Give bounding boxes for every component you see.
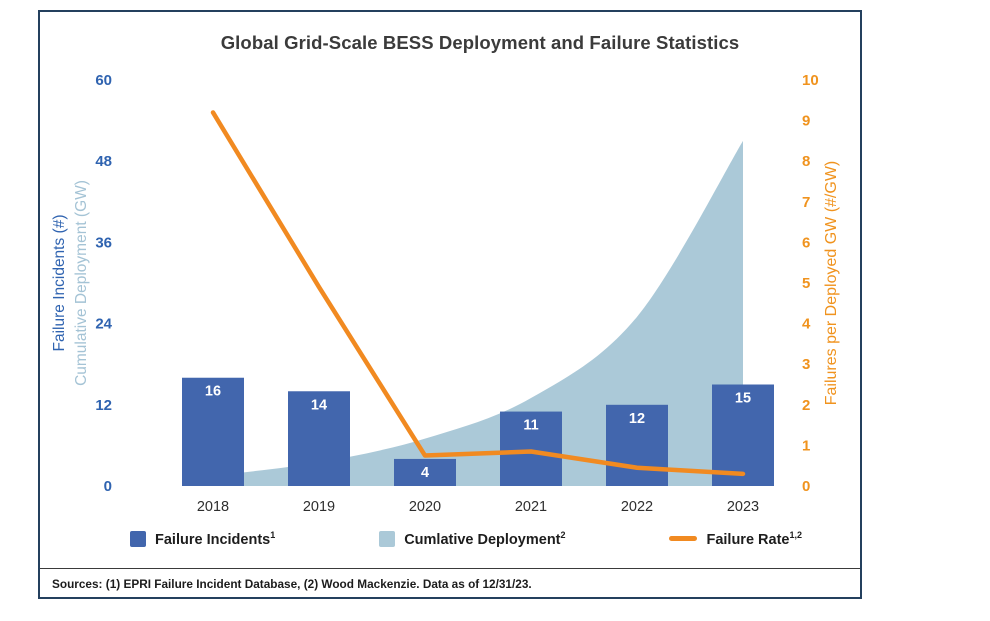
legend-marker-swatch xyxy=(130,530,146,547)
legend: Failure Incidents1 Cumlative Deployment2 F… xyxy=(40,530,860,548)
line-series-failure-rate xyxy=(210,110,746,477)
left-tick-label: 60 xyxy=(95,72,112,89)
bar-2023 xyxy=(712,384,774,486)
bar-series-failure-incidents: 16 14 4 11 12 15 xyxy=(182,377,774,486)
right-tick-label: 2 xyxy=(802,397,810,414)
left-tick-label: 0 xyxy=(104,478,112,495)
left-tick-label: 24 xyxy=(95,316,112,333)
right-axis-ticks: 0 1 2 3 4 5 6 7 8 9 10 xyxy=(802,72,819,495)
right-tick-label: 9 xyxy=(802,113,810,130)
left-axis-title-1: Cumulative Deployment (GW) xyxy=(73,180,90,386)
x-tick-label-2023: 2023 xyxy=(727,499,759,515)
legend-label: Failure Incidents1 xyxy=(155,530,276,548)
left-tick-label: 48 xyxy=(95,153,112,170)
legend-marker-swatch xyxy=(379,530,396,547)
bar-value-label: 14 xyxy=(311,397,327,413)
left-axis-title-0: Failure Incidents (#) xyxy=(51,215,68,352)
chart-title: Global Grid-Scale BESS Deployment and Fa… xyxy=(220,32,740,53)
right-tick-label: 5 xyxy=(802,275,810,292)
right-tick-label: 1 xyxy=(802,437,810,454)
right-tick-label: 7 xyxy=(802,194,810,211)
right-axis-title: Failures per Deployed GW (#/GW) xyxy=(823,161,840,406)
legend-label: Failure Rate1,2 xyxy=(706,530,802,548)
legend-marker-line xyxy=(669,536,698,542)
right-tick-label: 6 xyxy=(802,234,810,251)
chart-panel: Global Grid-Scale BESS Deployment and Fa… xyxy=(38,10,862,599)
bar-value-label: 15 xyxy=(735,391,751,407)
left-tick-label: 36 xyxy=(95,234,112,251)
left-axis-ticks: 0 12 24 36 48 60 xyxy=(95,72,112,495)
legend-label: Cumlative Deployment2 xyxy=(404,530,566,548)
x-tick-label-2021: 2021 xyxy=(515,499,547,515)
bar-2019 xyxy=(288,391,350,486)
bar-2021 xyxy=(500,411,562,486)
footer-divider xyxy=(40,568,860,569)
bar-value-label: 12 xyxy=(629,411,645,427)
legend-item-0: Failure Incidents1 xyxy=(130,530,275,548)
bar-2022 xyxy=(606,404,668,486)
x-tick-label-2020: 2020 xyxy=(409,499,441,515)
legend-item-2: Failure Rate1,2 xyxy=(669,530,802,548)
right-tick-label: 3 xyxy=(802,356,810,373)
left-tick-label: 12 xyxy=(95,397,112,414)
right-tick-label: 4 xyxy=(802,316,811,333)
right-tick-label: 10 xyxy=(802,72,819,89)
x-tick-label-2019: 2019 xyxy=(303,499,335,515)
bar-value-label: 16 xyxy=(205,384,221,400)
bar-2018 xyxy=(182,377,244,486)
bar-value-label: 4 xyxy=(421,465,429,481)
bar-2020 xyxy=(394,458,456,486)
right-tick-label: 0 xyxy=(802,478,810,495)
legend-item-1: Cumlative Deployment2 xyxy=(379,530,566,548)
x-axis-ticks: 2018 2019 2020 2021 2022 2023 xyxy=(197,499,759,515)
sources-note: Sources: (1) EPRI Failure Incident Datab… xyxy=(52,577,532,591)
right-tick-label: 8 xyxy=(802,153,810,170)
x-tick-label-2022: 2022 xyxy=(621,499,653,515)
area-series-cumulative-deployment xyxy=(213,140,743,486)
x-tick-label-2018: 2018 xyxy=(197,499,229,515)
bar-value-label: 11 xyxy=(523,418,538,434)
